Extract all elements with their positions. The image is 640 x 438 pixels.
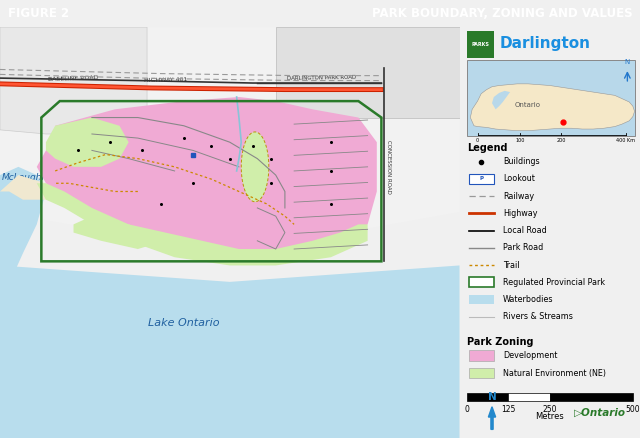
Text: PARKS: PARKS xyxy=(471,42,489,47)
Text: Regulated Provincial Park: Regulated Provincial Park xyxy=(503,278,605,287)
Text: Metres: Metres xyxy=(536,412,564,421)
Polygon shape xyxy=(36,183,367,265)
Text: HIGHWAY 401: HIGHWAY 401 xyxy=(144,78,187,84)
Text: 500: 500 xyxy=(625,405,640,414)
FancyArrow shape xyxy=(488,407,495,429)
Text: McLaughlin
Bay: McLaughlin Bay xyxy=(2,173,53,193)
Text: PARK BOUNDARY, ZONING AND VALUES: PARK BOUNDARY, ZONING AND VALUES xyxy=(372,7,632,20)
Text: 400 Km: 400 Km xyxy=(616,138,635,144)
Text: P: P xyxy=(479,176,483,181)
Text: Ontario: Ontario xyxy=(515,102,541,108)
Polygon shape xyxy=(74,216,165,249)
Text: Buildings: Buildings xyxy=(503,157,540,166)
Text: N: N xyxy=(488,392,497,402)
Text: Highway: Highway xyxy=(503,209,538,218)
Text: Natural Environment (NE): Natural Environment (NE) xyxy=(503,369,606,378)
Polygon shape xyxy=(46,117,129,167)
Text: Railway: Railway xyxy=(503,191,534,201)
Bar xyxy=(468,350,494,361)
Polygon shape xyxy=(0,27,147,134)
Text: ▷Ontario: ▷Ontario xyxy=(573,408,625,418)
Text: NE: NE xyxy=(199,226,215,239)
Bar xyxy=(468,277,494,287)
Text: Lake Ontario: Lake Ontario xyxy=(148,318,220,328)
Text: 250: 250 xyxy=(543,405,557,414)
Text: FIGURE 2: FIGURE 2 xyxy=(8,7,69,20)
Bar xyxy=(468,368,494,378)
Text: Rivers & Streams: Rivers & Streams xyxy=(503,312,573,321)
Bar xyxy=(508,393,550,401)
Text: DARLINGTON PARK ROAD: DARLINGTON PARK ROAD xyxy=(287,75,356,81)
Text: Local Road: Local Road xyxy=(503,226,547,235)
Text: 0: 0 xyxy=(476,138,479,144)
Text: Legend: Legend xyxy=(467,143,508,153)
Text: BASELINE ROAD: BASELINE ROAD xyxy=(48,75,99,82)
Bar xyxy=(468,295,494,304)
Text: Trail: Trail xyxy=(503,261,519,269)
Bar xyxy=(467,31,494,58)
Polygon shape xyxy=(0,167,46,282)
Bar xyxy=(550,393,633,401)
Text: Park Road: Park Road xyxy=(503,243,543,252)
Text: Waterbodies: Waterbodies xyxy=(503,295,554,304)
Bar xyxy=(467,393,508,401)
Polygon shape xyxy=(0,175,46,200)
Text: CONCESSION ROAD: CONCESSION ROAD xyxy=(386,140,391,194)
Text: Development: Development xyxy=(503,351,557,360)
Polygon shape xyxy=(0,27,460,241)
Text: N: N xyxy=(625,60,630,65)
Polygon shape xyxy=(0,265,460,438)
Polygon shape xyxy=(492,91,510,110)
Polygon shape xyxy=(36,97,377,257)
Text: 125: 125 xyxy=(501,405,515,414)
Text: Lookout: Lookout xyxy=(503,174,534,183)
Text: NE: NE xyxy=(71,195,85,205)
Bar xyxy=(468,174,494,184)
Polygon shape xyxy=(241,132,269,202)
Polygon shape xyxy=(470,84,635,131)
Bar xyxy=(467,60,635,136)
Text: Darlington: Darlington xyxy=(499,36,590,51)
Text: 0: 0 xyxy=(464,405,469,414)
Text: 200: 200 xyxy=(557,138,566,144)
Text: Park Zoning: Park Zoning xyxy=(467,337,533,347)
Polygon shape xyxy=(276,27,460,117)
Text: 100: 100 xyxy=(515,138,525,144)
